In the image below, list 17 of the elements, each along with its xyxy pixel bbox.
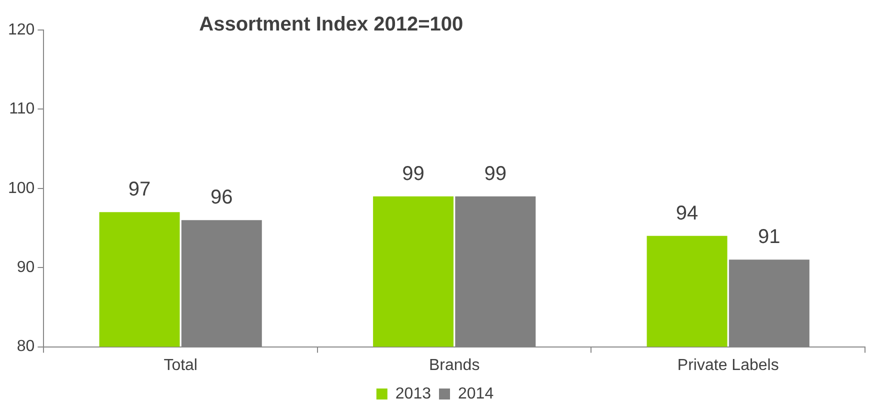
y-tick-label: 90 (16, 259, 35, 276)
x-tick-label: Total (164, 356, 198, 374)
y-tick-label: 110 (9, 100, 35, 118)
x-tick-label: Private Labels (677, 356, 779, 374)
data-label: 99 (402, 162, 424, 185)
data-label: 94 (676, 202, 698, 224)
data-label: 97 (128, 178, 151, 201)
legend-label: 2014 (458, 385, 494, 402)
y-tick-label: 120 (8, 21, 35, 38)
chart-title: Assortment Index 2012=100 (199, 14, 464, 36)
y-tick-label: 80 (16, 338, 35, 356)
data-label: 99 (484, 162, 507, 185)
data-label: 96 (210, 186, 233, 209)
y-tick-label: 100 (8, 180, 35, 197)
data-label: 91 (758, 226, 780, 248)
legend-label: 2013 (395, 385, 432, 402)
x-tick-label: Brands (428, 356, 480, 374)
